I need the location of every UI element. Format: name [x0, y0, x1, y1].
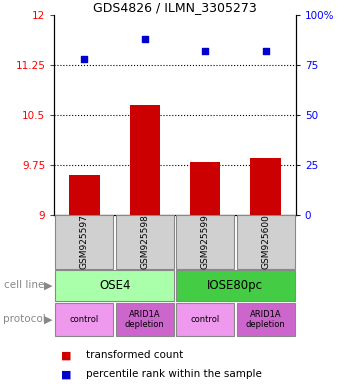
Text: control: control: [70, 315, 99, 324]
Bar: [190, 162, 220, 215]
Text: GSM925598: GSM925598: [140, 215, 149, 269]
FancyBboxPatch shape: [116, 215, 174, 269]
FancyBboxPatch shape: [55, 215, 113, 269]
Text: GSM925600: GSM925600: [261, 215, 270, 269]
Text: ■: ■: [61, 350, 72, 360]
Bar: [69, 175, 99, 215]
Text: ARID1A
depletion: ARID1A depletion: [246, 310, 286, 329]
FancyBboxPatch shape: [116, 303, 174, 336]
FancyBboxPatch shape: [176, 215, 234, 269]
FancyBboxPatch shape: [55, 303, 113, 336]
FancyBboxPatch shape: [55, 270, 174, 301]
FancyBboxPatch shape: [176, 303, 234, 336]
Title: GDS4826 / ILMN_3305273: GDS4826 / ILMN_3305273: [93, 1, 257, 14]
Text: ▶: ▶: [44, 280, 52, 290]
Text: transformed count: transformed count: [86, 350, 183, 360]
Text: ▶: ▶: [44, 314, 52, 324]
Point: [142, 36, 148, 42]
Point: [202, 48, 208, 55]
Text: cell line: cell line: [4, 280, 44, 290]
Text: ARID1A
depletion: ARID1A depletion: [125, 310, 165, 329]
Bar: [130, 105, 160, 215]
FancyBboxPatch shape: [176, 270, 295, 301]
Bar: [251, 159, 281, 215]
Text: percentile rank within the sample: percentile rank within the sample: [86, 369, 262, 379]
FancyBboxPatch shape: [237, 215, 295, 269]
Text: protocol: protocol: [4, 314, 46, 324]
Text: GSM925599: GSM925599: [201, 215, 210, 269]
Text: control: control: [190, 315, 220, 324]
Point: [263, 48, 268, 55]
Text: GSM925597: GSM925597: [80, 215, 89, 269]
Text: IOSE80pc: IOSE80pc: [207, 279, 263, 292]
Point: [82, 56, 87, 62]
Text: OSE4: OSE4: [99, 279, 130, 292]
Text: ■: ■: [61, 369, 72, 379]
FancyBboxPatch shape: [237, 303, 295, 336]
